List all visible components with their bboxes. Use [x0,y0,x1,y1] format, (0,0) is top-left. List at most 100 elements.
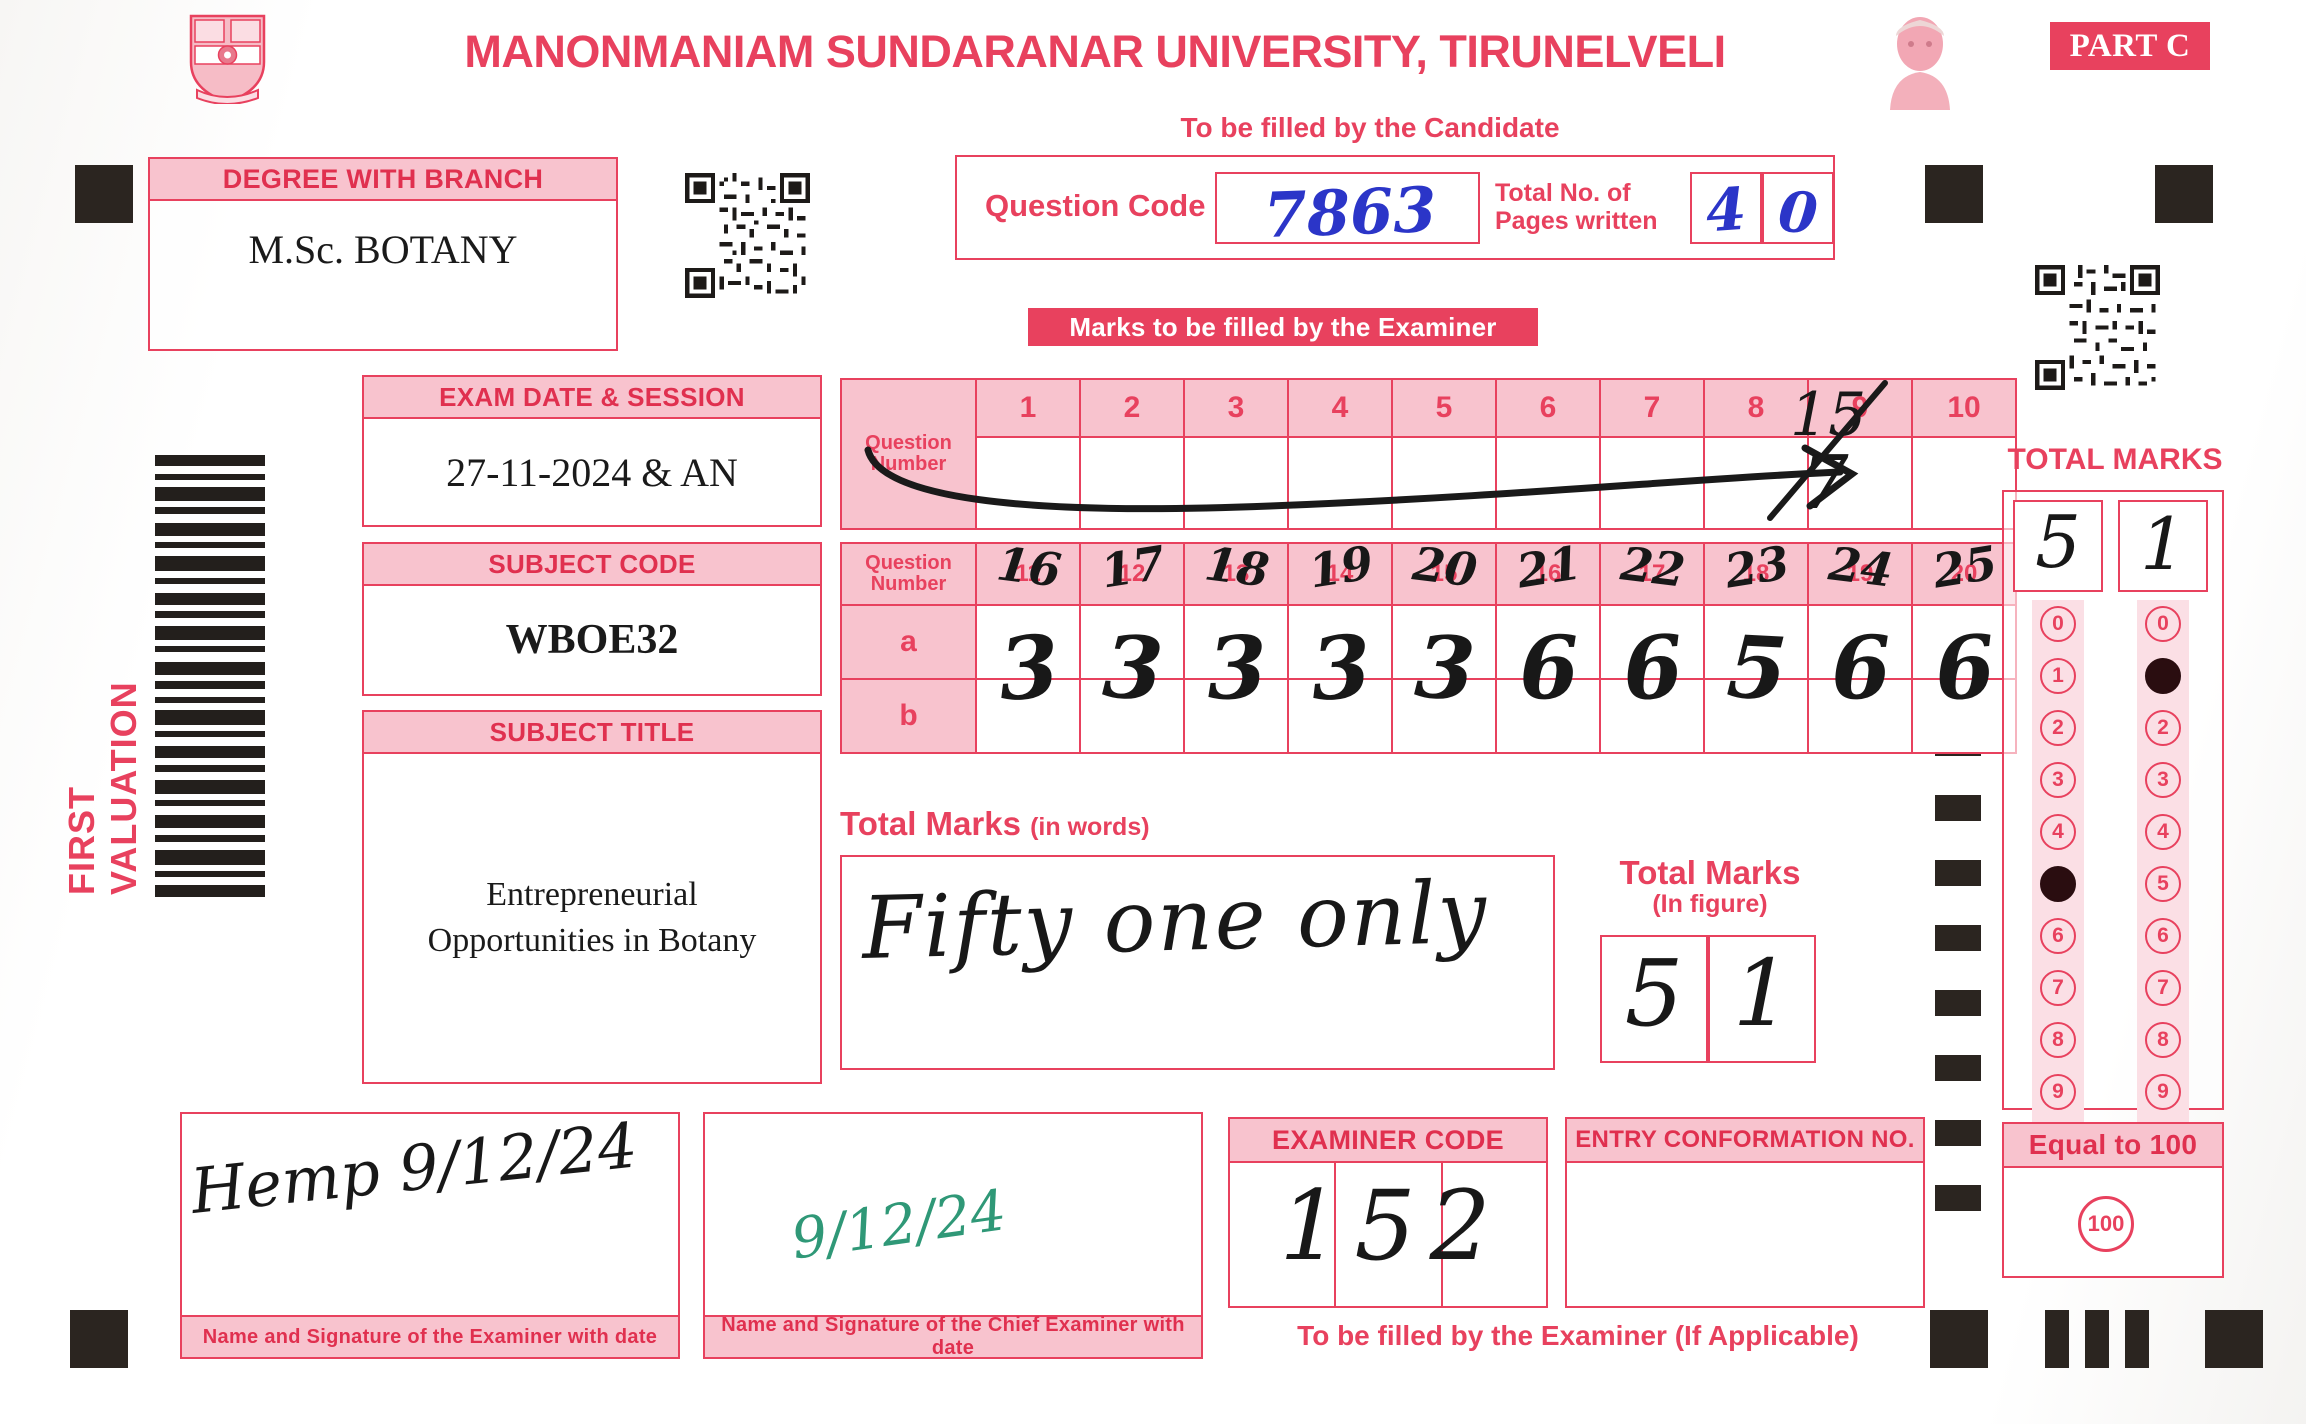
question-code-label: Question Code [985,188,1206,223]
total-words-label: Total Marks (in words) [840,805,1150,843]
examiner-signature-box[interactable] [180,1112,680,1317]
mark-cell-top-6[interactable] [1495,436,1601,530]
mark-cell-top-7[interactable] [1599,436,1705,530]
omr-bubble-units-2[interactable]: 2 [2145,710,2181,746]
omr-bubble-tens-1[interactable]: 1 [2040,658,2076,694]
mark-cell-a-4[interactable] [1287,604,1393,680]
mark-cell-b-7[interactable]: 6 [1599,616,1705,754]
total-figure-label: Total Marks (In figure) [1580,854,1840,919]
pages-digit-box-2[interactable] [1762,172,1834,244]
omr-bubble-tens-0[interactable]: 0 [2040,606,2076,642]
mark-cell-b-1[interactable]: 3 [975,616,1081,754]
qn-header-top-9: 9 [1807,378,1913,438]
registration-mark-bottom-right-5 [2205,1310,2263,1368]
mark-cell-a-9[interactable] [1807,604,1913,680]
qn-header-bottom-7: 17 22 [1599,536,1705,606]
total-figure-box-1[interactable] [1600,935,1708,1063]
omr-bubble-units-0[interactable]: 0 [2145,606,2181,642]
omr-bubble-tens-6[interactable]: 6 [2040,918,2076,954]
qn-header-top-2: 2 [1079,378,1185,438]
barcode [155,455,265,945]
registration-mark-top-mid [1925,165,1983,223]
chief-signature-box[interactable] [703,1112,1203,1317]
mark-cell-b-4[interactable]: 3 [1287,616,1393,754]
qn-header-bottom-2: 12 17 [1079,535,1185,606]
omr-bubble-units-5[interactable]: 5 [2145,866,2181,902]
mark-cell-top-5[interactable] [1391,436,1497,530]
total-words-input[interactable] [840,855,1555,1070]
omr-bubble-tens-8[interactable]: 8 [2040,1022,2076,1058]
entry-conformation-box[interactable] [1565,1163,1925,1308]
mark-cell-top-1[interactable] [975,436,1081,530]
mark-cell-b-9[interactable]: 6 [1807,617,1913,754]
registration-mark-bottom-right-1 [1930,1310,1988,1368]
examiner-code-divider-1 [1334,1163,1336,1308]
omr-bubble-units-3[interactable]: 3 [2145,762,2181,798]
pages-digit-box-1[interactable] [1690,172,1762,244]
mark-cell-a-1[interactable] [975,604,1081,680]
mark-cell-b-2[interactable]: 3 [1079,617,1185,754]
equal-to-100-bubble[interactable]: 100 [2078,1196,2134,1252]
registration-mark-bottom-right-3 [2085,1310,2109,1368]
page-title: MANONMANIAM SUNDARANAR UNIVERSITY, TIRUN… [464,26,1726,77]
subject-title-header: SUBJECT TITLE [362,710,822,754]
exam-date-value: 27-11-2024 & AN [362,419,822,527]
mark-cell-a-7[interactable] [1599,604,1705,680]
omr-bubble-units-1[interactable]: 1 [2145,658,2181,694]
mark-cell-top-8[interactable] [1703,436,1809,530]
omr-column-tens[interactable]: 0 1 2 3 4 5 6 7 8 9 [2032,600,2084,1132]
total-marks-digit-box-2[interactable] [2118,500,2208,592]
omr-bubble-tens-7[interactable]: 7 [2040,970,2076,1006]
total-words-label-text: Total Marks [840,805,1021,842]
mark-cell-top-10[interactable] [1911,436,2017,530]
omr-bubble-units-9[interactable]: 9 [2145,1074,2181,1110]
mark-cell-a-10[interactable] [1911,604,2017,680]
omr-bubble-tens-3[interactable]: 3 [2040,762,2076,798]
pages-written-label-text: Total No. of Pages written [1495,179,1658,235]
examiner-code-divider-2 [1441,1163,1443,1308]
mark-cell-a-2[interactable] [1079,604,1185,680]
entry-conformation-header: ENTRY CONFORMATION NO. [1565,1117,1925,1163]
omr-bubble-units-4[interactable]: 4 [2145,814,2181,850]
chief-signature-label: Name and Signature of the Chief Examiner… [703,1314,1203,1359]
total-marks-digit-box-1[interactable] [2013,500,2103,592]
mark-cell-top-4[interactable] [1287,436,1393,530]
first-valuation-label: FIRST VALUATION [61,681,144,895]
mark-cell-a-8[interactable] [1703,604,1809,680]
question-code-input[interactable] [1215,172,1480,244]
total-figure-label-text: Total Marks [1619,854,1801,891]
university-crest-icon [185,12,270,105]
omr-column-units[interactable]: 0 1 2 3 4 5 6 7 8 9 [2137,600,2189,1132]
omr-bubble-tens-4[interactable]: 4 [2040,814,2076,850]
omr-bubble-units-7[interactable]: 7 [2145,970,2181,1006]
qn-header-top-1: 1 [975,378,1081,438]
mark-cell-b-6[interactable]: 6 [1495,617,1601,754]
examiner-code-box[interactable] [1228,1163,1548,1308]
total-figure-box-2[interactable] [1708,935,1816,1063]
mark-cell-b-3[interactable]: 3 [1183,617,1289,754]
mark-cell-b-5[interactable]: 3 [1391,617,1497,754]
mark-cell-b-10[interactable]: 6 [1911,616,2017,754]
mark-cell-a-6[interactable] [1495,604,1601,680]
mark-cell-top-3[interactable] [1183,436,1289,530]
mark-cell-b-8[interactable]: 5 [1703,617,1809,754]
mark-cell-a-3[interactable] [1183,604,1289,680]
omr-bubble-tens-2[interactable]: 2 [2040,710,2076,746]
omr-bubble-units-6[interactable]: 6 [2145,918,2181,954]
omr-bubble-tens-5[interactable]: 5 [2040,866,2076,902]
qn-header-top-8: 8 [1703,378,1809,438]
registration-mark-bottom-right-4 [2125,1310,2149,1368]
mark-cell-top-2[interactable] [1079,436,1185,530]
question-number-label-bottom: Question Number [840,542,977,606]
marks-table-top[interactable]: Question Number 1 2 3 4 5 6 7 8 9 10 [840,378,2017,530]
row-label-b: b [840,678,977,754]
mark-cell-top-9[interactable] [1807,436,1913,530]
omr-bubble-units-8[interactable]: 8 [2145,1022,2181,1058]
total-words-sublabel: (in words) [1030,813,1150,841]
marks-table-bottom[interactable]: Question Number 11 16 12 17 13 18 14 19 15 20 16 21 17… [840,535,2017,754]
omr-bubble-tens-9[interactable]: 9 [2040,1074,2076,1110]
mark-cell-a-5[interactable] [1391,604,1497,680]
registration-mark-top-left [75,165,133,223]
candidate-caption: To be filled by the Candidate [1180,112,1560,143]
question-number-label-top: Question Number [840,378,977,530]
